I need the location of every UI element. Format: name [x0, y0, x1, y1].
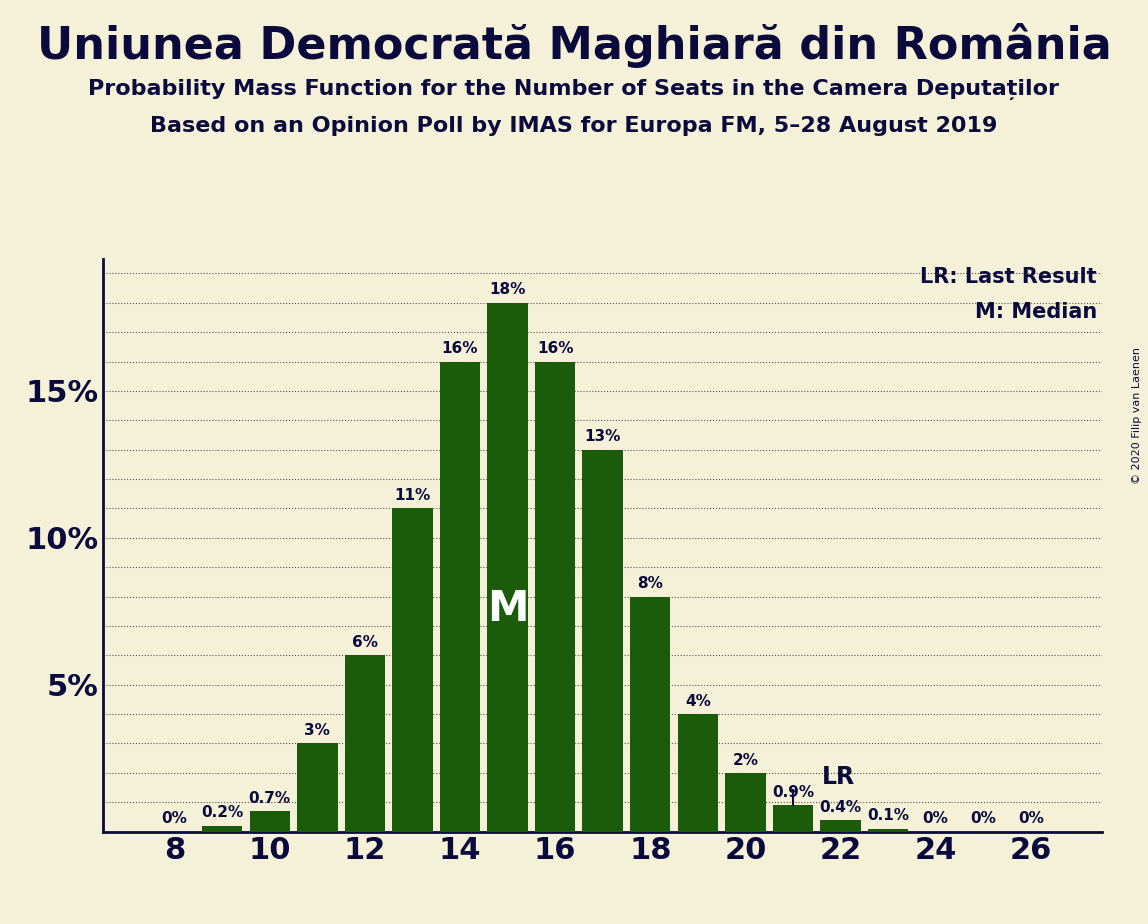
Bar	[202, 826, 242, 832]
Text: 0%: 0%	[923, 811, 948, 826]
Text: 16%: 16%	[537, 341, 573, 357]
Bar	[868, 829, 908, 832]
Text: 4%: 4%	[685, 694, 711, 709]
Text: 3%: 3%	[304, 723, 331, 738]
Text: 0%: 0%	[162, 811, 187, 826]
Bar	[726, 772, 766, 832]
Bar	[535, 361, 575, 832]
Bar	[677, 714, 718, 832]
Text: Uniunea Democrată Maghiară din România: Uniunea Democrată Maghiară din România	[37, 23, 1111, 68]
Bar	[773, 805, 813, 832]
Text: 8%: 8%	[637, 577, 664, 591]
Bar	[630, 597, 670, 832]
Bar	[440, 361, 480, 832]
Text: LR: LR	[822, 765, 854, 789]
Text: 0.9%: 0.9%	[771, 784, 814, 800]
Text: © 2020 Filip van Laenen: © 2020 Filip van Laenen	[1132, 347, 1142, 484]
Text: LR: Last Result: LR: Last Result	[921, 267, 1097, 287]
Text: 0%: 0%	[970, 811, 996, 826]
Text: M: M	[487, 589, 528, 630]
Bar	[344, 655, 385, 832]
Bar	[582, 450, 623, 832]
Bar	[488, 303, 528, 832]
Text: 11%: 11%	[394, 488, 430, 504]
Text: 0.4%: 0.4%	[820, 799, 861, 815]
Text: 6%: 6%	[352, 635, 378, 650]
Bar	[393, 508, 433, 832]
Text: 0.1%: 0.1%	[867, 808, 909, 823]
Text: Based on an Opinion Poll by IMAS for Europa FM, 5–28 August 2019: Based on an Opinion Poll by IMAS for Eur…	[150, 116, 998, 136]
Bar	[249, 811, 290, 832]
Text: 0.7%: 0.7%	[249, 791, 290, 806]
Text: M: Median: M: Median	[975, 301, 1097, 322]
Text: 2%: 2%	[732, 752, 759, 768]
Bar	[297, 744, 338, 832]
Text: 0%: 0%	[1018, 811, 1044, 826]
Bar	[821, 820, 861, 832]
Text: Probability Mass Function for the Number of Seats in the Camera Deputaților: Probability Mass Function for the Number…	[88, 79, 1060, 100]
Text: 18%: 18%	[489, 283, 526, 298]
Text: 0.2%: 0.2%	[201, 806, 243, 821]
Text: 16%: 16%	[442, 341, 479, 357]
Text: 13%: 13%	[584, 430, 621, 444]
